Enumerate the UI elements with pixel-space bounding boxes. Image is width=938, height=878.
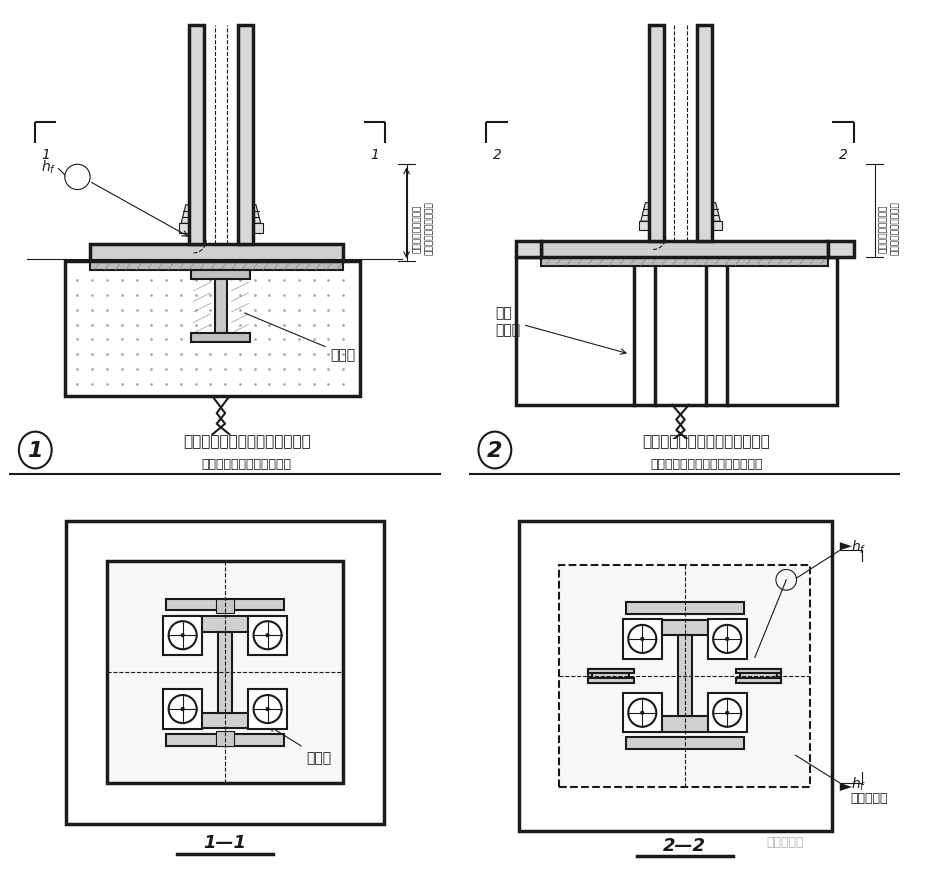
Text: $h_f$: $h_f$ bbox=[41, 159, 56, 176]
Circle shape bbox=[180, 633, 185, 637]
Bar bbox=[697, 26, 712, 241]
Bar bbox=[163, 689, 203, 729]
Bar bbox=[777, 669, 781, 683]
Circle shape bbox=[640, 711, 644, 715]
Bar bbox=[90, 245, 343, 262]
Circle shape bbox=[725, 637, 730, 641]
Bar bbox=[588, 669, 634, 673]
Text: （可用工字形、槽形截面或角钢）: （可用工字形、槽形截面或角钢） bbox=[650, 457, 763, 471]
Bar bbox=[559, 565, 810, 787]
Bar bbox=[735, 679, 781, 683]
Text: 抗剪键: 抗剪键 bbox=[245, 313, 356, 362]
Bar bbox=[174, 713, 277, 729]
Bar bbox=[707, 694, 747, 732]
Text: 外露式柱脚抗剪键的设置（一）: 外露式柱脚抗剪键的设置（一） bbox=[183, 434, 310, 449]
Bar bbox=[248, 689, 287, 729]
Bar bbox=[623, 694, 662, 732]
Polygon shape bbox=[641, 204, 661, 222]
Bar bbox=[623, 620, 662, 658]
Text: 抗剪
预埋筋: 抗剪 预埋筋 bbox=[495, 306, 626, 355]
Circle shape bbox=[180, 707, 185, 711]
Bar bbox=[191, 334, 250, 343]
Text: 1: 1 bbox=[27, 441, 43, 460]
Text: $h_f$: $h_f$ bbox=[851, 538, 867, 556]
Text: 2: 2 bbox=[492, 148, 502, 162]
Bar bbox=[216, 599, 234, 614]
Bar bbox=[90, 262, 343, 270]
Bar bbox=[191, 270, 250, 280]
Bar bbox=[828, 241, 854, 258]
Bar bbox=[67, 522, 384, 824]
Bar bbox=[238, 224, 263, 234]
Text: 1: 1 bbox=[371, 148, 379, 162]
Bar bbox=[107, 562, 343, 783]
Bar bbox=[678, 636, 691, 716]
Circle shape bbox=[265, 633, 270, 637]
Bar bbox=[166, 599, 284, 611]
Bar bbox=[649, 26, 664, 241]
Bar bbox=[516, 241, 541, 258]
Bar bbox=[519, 522, 832, 831]
Bar bbox=[633, 716, 736, 732]
Text: 外露式柱脚抗剪键的设置（二）: 外露式柱脚抗剪键的设置（二） bbox=[643, 434, 770, 449]
Text: 顶紧直接焊: 顶紧直接焊 bbox=[851, 791, 888, 804]
Bar bbox=[166, 734, 284, 745]
Bar bbox=[541, 258, 828, 266]
Text: 2: 2 bbox=[487, 441, 503, 460]
Text: 1—1: 1—1 bbox=[204, 833, 247, 851]
Bar bbox=[163, 615, 203, 655]
Bar bbox=[735, 669, 781, 673]
Polygon shape bbox=[181, 205, 202, 224]
Polygon shape bbox=[700, 204, 720, 222]
Bar bbox=[248, 615, 287, 655]
Circle shape bbox=[725, 711, 730, 715]
Bar bbox=[740, 669, 777, 683]
Bar bbox=[633, 620, 736, 636]
Text: 2—2: 2—2 bbox=[663, 836, 706, 854]
Text: 设螺栓孔由柱脚底板
焊接而成满足规范要求: 设螺栓孔由柱脚底板 焊接而成满足规范要求 bbox=[879, 201, 900, 255]
Bar bbox=[179, 224, 204, 234]
Bar bbox=[174, 616, 277, 632]
Bar bbox=[237, 26, 252, 245]
Polygon shape bbox=[840, 783, 852, 791]
Text: 钢结构设计: 钢结构设计 bbox=[766, 835, 804, 848]
Circle shape bbox=[640, 637, 644, 641]
Text: 抗剪键: 抗剪键 bbox=[269, 726, 331, 764]
Bar bbox=[626, 602, 744, 615]
Polygon shape bbox=[240, 205, 261, 224]
Bar bbox=[516, 258, 837, 406]
Circle shape bbox=[265, 707, 270, 711]
Bar bbox=[189, 26, 204, 245]
Bar bbox=[588, 669, 593, 683]
Polygon shape bbox=[840, 543, 852, 551]
Bar bbox=[541, 241, 828, 258]
Bar bbox=[626, 738, 744, 750]
Text: （可用工字形截面或方钢）: （可用工字形截面或方钢） bbox=[202, 457, 292, 471]
Bar bbox=[593, 669, 629, 683]
Bar bbox=[219, 632, 232, 713]
Bar bbox=[215, 280, 227, 334]
Text: 2: 2 bbox=[839, 148, 847, 162]
Bar bbox=[65, 262, 360, 397]
Bar bbox=[216, 731, 234, 745]
Text: 设螺栓孔由柱脚底板
焊接而成满足规范要求: 设螺栓孔由柱脚底板 焊接而成满足规范要求 bbox=[413, 201, 434, 255]
Bar bbox=[707, 620, 747, 658]
Text: $h_f$: $h_f$ bbox=[851, 774, 867, 792]
Text: 1: 1 bbox=[41, 148, 51, 162]
Bar bbox=[588, 679, 634, 683]
Bar bbox=[698, 222, 722, 231]
Bar bbox=[639, 222, 663, 231]
